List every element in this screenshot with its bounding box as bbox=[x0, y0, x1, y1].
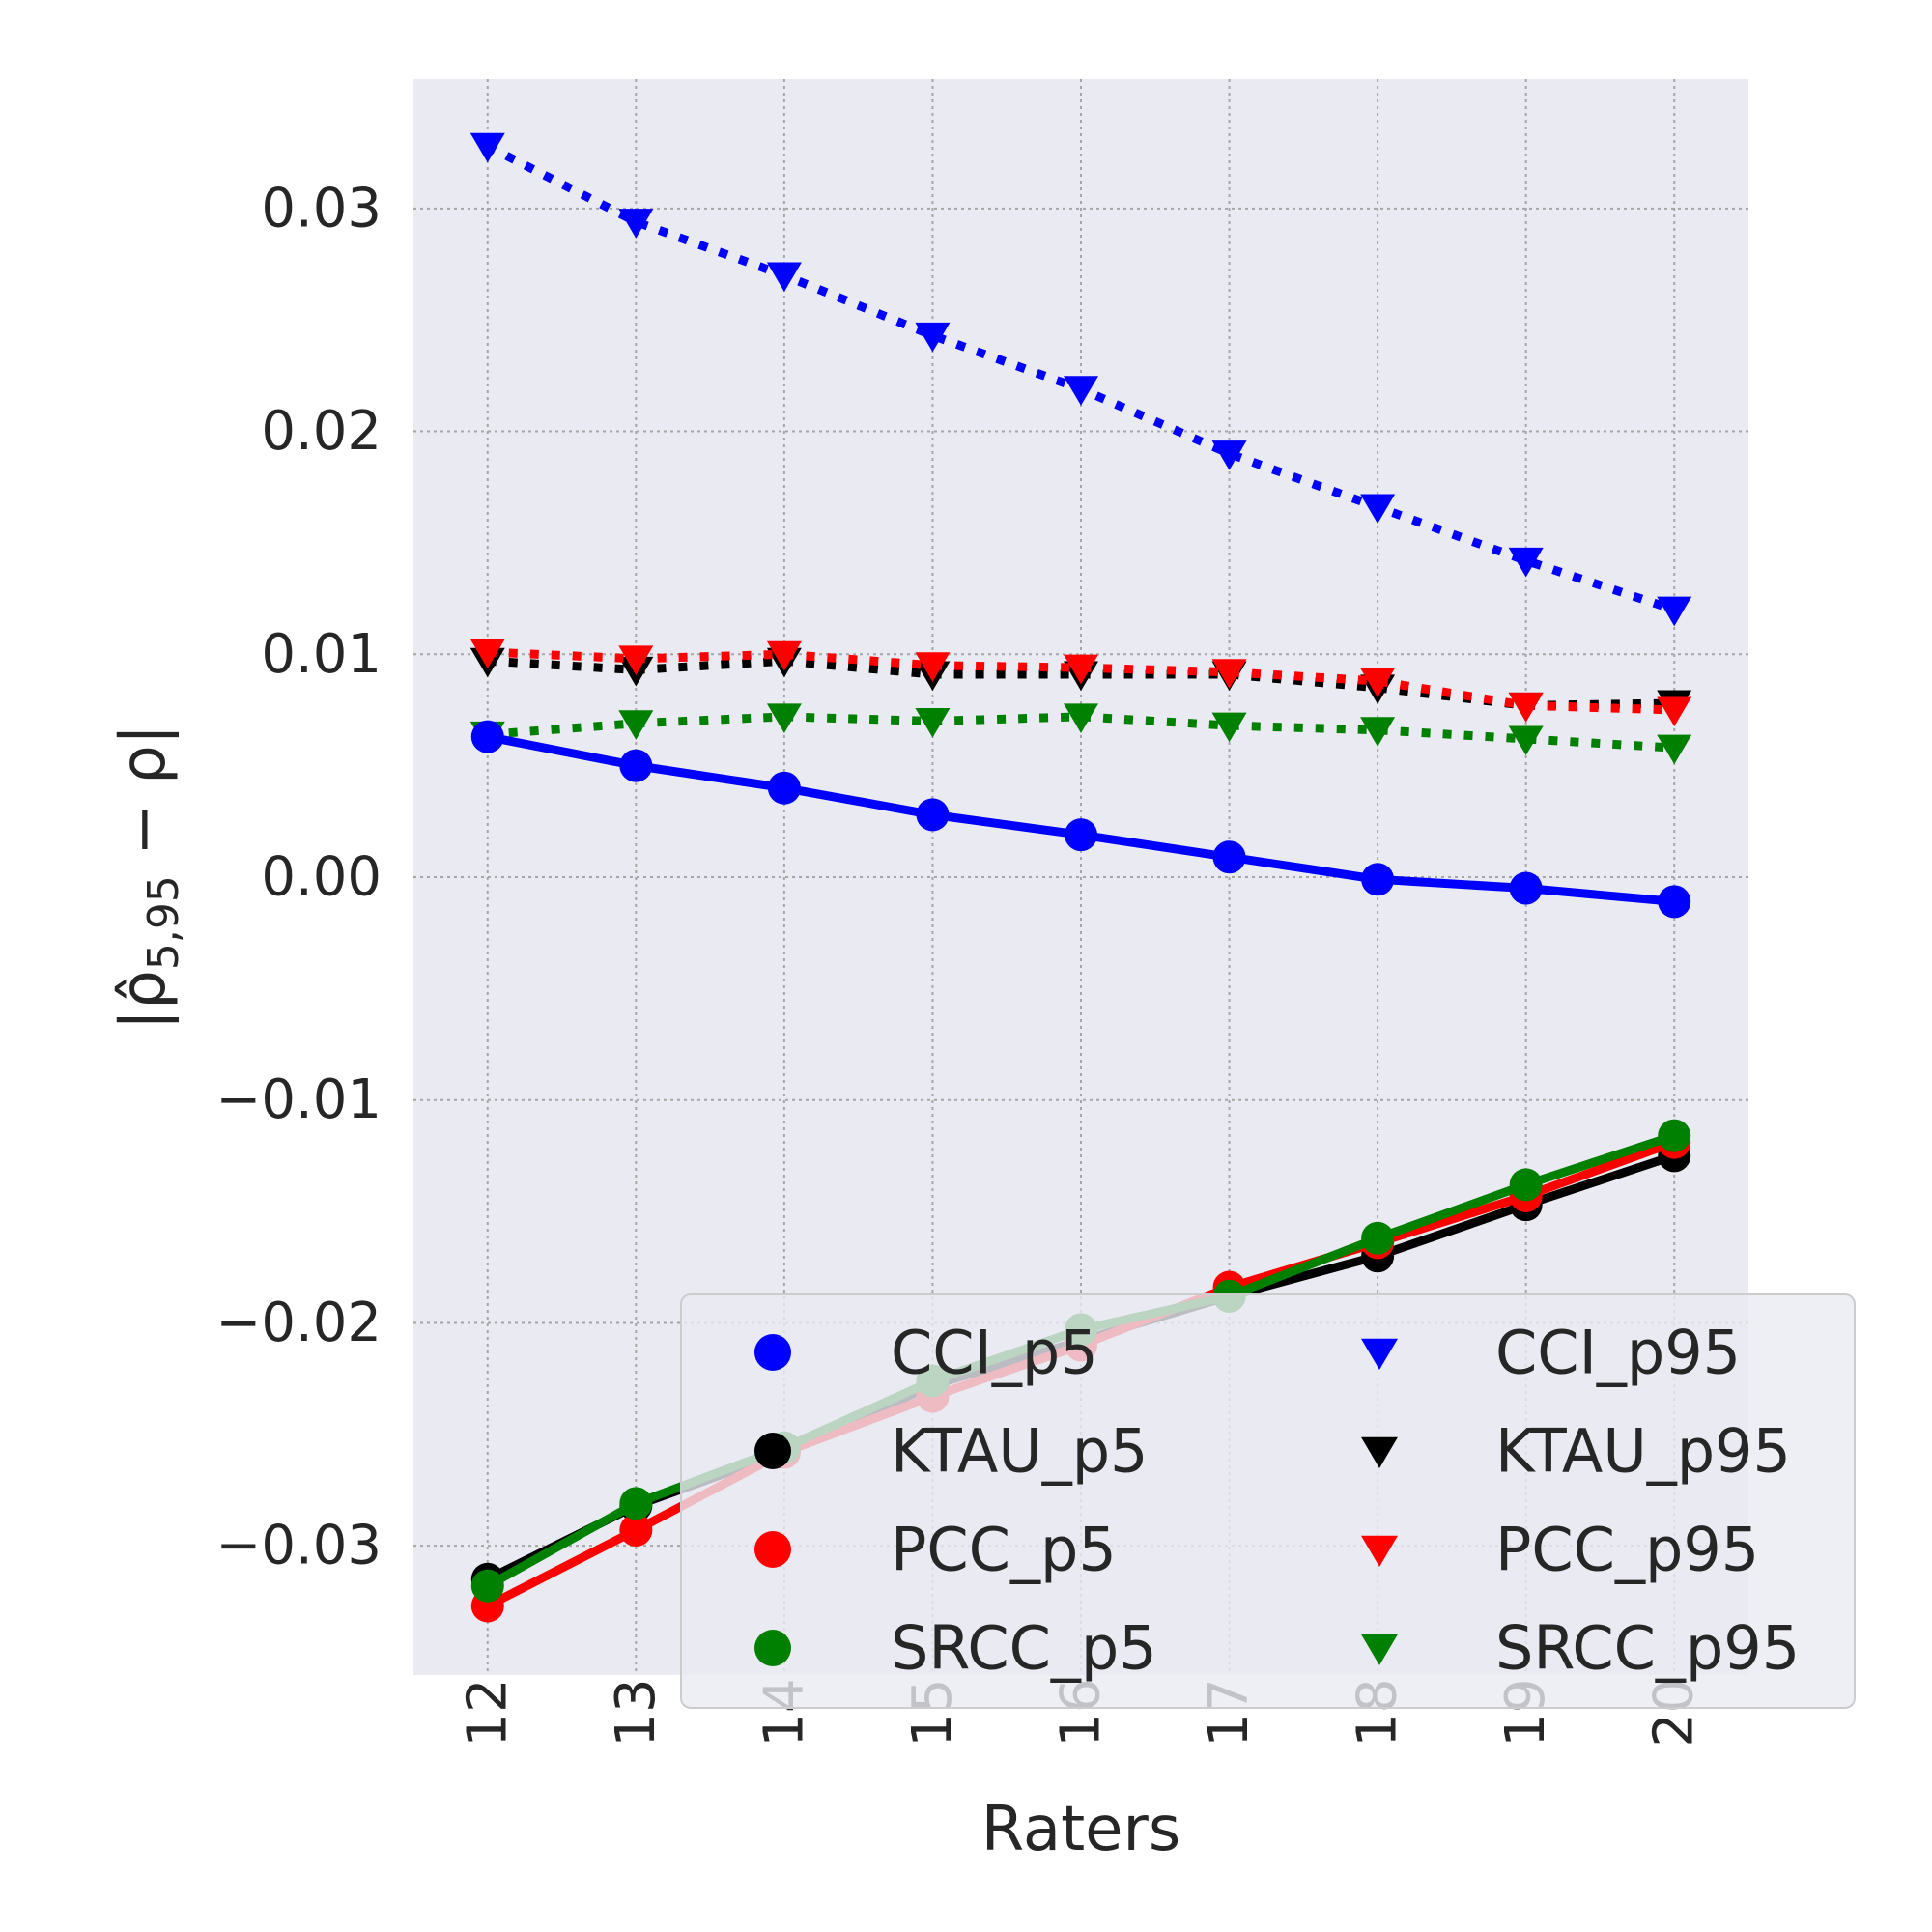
y-tick-label: −0.02 bbox=[215, 1292, 382, 1354]
legend-label: CCI_p5 bbox=[891, 1318, 1098, 1388]
y-tick-label: −0.03 bbox=[215, 1515, 382, 1577]
data-point bbox=[1064, 703, 1098, 733]
data-point bbox=[469, 132, 505, 163]
legend-label: KTAU_p5 bbox=[891, 1416, 1149, 1487]
data-point bbox=[1509, 871, 1543, 905]
legend-label: PCC_p5 bbox=[891, 1515, 1117, 1585]
data-point bbox=[1360, 494, 1396, 525]
legend-label: PCC_p95 bbox=[1495, 1515, 1759, 1585]
y-axis-label: |ρ̂5,95 − ρ| bbox=[108, 724, 188, 1031]
data-point bbox=[1360, 668, 1396, 698]
legend: CCI_p5 CCI_p95 KTAU_p5 KTAU_p95 PCC_p5 PCC_p9… bbox=[680, 1293, 1856, 1709]
series-line bbox=[487, 647, 1675, 715]
y-tick-label: 0.01 bbox=[261, 623, 382, 686]
data-point bbox=[766, 640, 802, 671]
data-point bbox=[1211, 712, 1247, 743]
y-tick-label: −0.01 bbox=[215, 1068, 382, 1131]
data-point bbox=[1064, 376, 1098, 406]
legend-marker bbox=[1361, 1338, 1398, 1371]
data-point bbox=[767, 771, 801, 805]
data-point bbox=[1658, 1119, 1691, 1152]
series-PCC_p95 bbox=[469, 639, 1692, 727]
data-point bbox=[469, 639, 505, 669]
data-point bbox=[1211, 440, 1247, 470]
y-tick-label: 0.03 bbox=[261, 177, 382, 240]
legend-label: SRCC_p95 bbox=[1495, 1613, 1800, 1684]
data-point bbox=[915, 652, 951, 682]
legend-label: CCI_p95 bbox=[1495, 1318, 1741, 1388]
data-point bbox=[766, 262, 802, 293]
data-point bbox=[1064, 654, 1098, 685]
legend-marker bbox=[754, 1433, 791, 1469]
legend-marker bbox=[754, 1531, 791, 1568]
series-CCI_p95 bbox=[469, 132, 1692, 627]
legend-item-SRCC_p5: SRCC_p5 bbox=[754, 1613, 1157, 1684]
y-tick-label: 0.00 bbox=[261, 846, 382, 909]
legend-item-PCC_p95: PCC_p95 bbox=[1361, 1515, 1759, 1585]
data-point bbox=[619, 1514, 653, 1548]
data-point bbox=[619, 1487, 653, 1520]
data-point bbox=[470, 720, 504, 753]
data-point bbox=[618, 209, 654, 239]
data-point bbox=[1508, 547, 1544, 578]
data-point bbox=[1657, 696, 1692, 727]
legend-marker bbox=[1361, 1634, 1398, 1666]
data-point bbox=[915, 322, 951, 353]
legend-marker bbox=[1361, 1535, 1398, 1568]
data-point bbox=[1657, 734, 1692, 765]
legend-label: SRCC_p5 bbox=[891, 1613, 1157, 1684]
data-point bbox=[1508, 725, 1544, 756]
legend-box bbox=[680, 1293, 1856, 1709]
data-point bbox=[1509, 1168, 1543, 1202]
data-point bbox=[1361, 1221, 1395, 1255]
data-point bbox=[618, 710, 654, 740]
legend-item-KTAU_p5: KTAU_p5 bbox=[754, 1416, 1149, 1487]
data-point bbox=[1211, 659, 1247, 689]
legend-marker bbox=[754, 1630, 791, 1666]
series-CCI_p5 bbox=[470, 720, 1691, 919]
legend-item-PCC_p5: PCC_p5 bbox=[754, 1515, 1117, 1585]
data-point bbox=[1361, 863, 1395, 896]
data-point bbox=[1657, 596, 1692, 627]
data-point bbox=[766, 703, 802, 733]
data-point bbox=[1508, 692, 1544, 723]
legend-item-SRCC_p95: SRCC_p95 bbox=[1361, 1613, 1800, 1684]
x-tick-label: 13 bbox=[605, 1678, 668, 1747]
x-axis-label: Raters bbox=[981, 1794, 1180, 1865]
data-point bbox=[618, 645, 654, 675]
svg-text:|ρ̂5,95 − ρ|: |ρ̂5,95 − ρ| bbox=[108, 724, 188, 1031]
data-point bbox=[1658, 885, 1691, 919]
data-point bbox=[1065, 818, 1097, 852]
data-point bbox=[470, 1569, 504, 1603]
data-point bbox=[916, 798, 950, 832]
legend-label: KTAU_p95 bbox=[1495, 1416, 1791, 1487]
data-point bbox=[915, 707, 951, 738]
legend-item-CCI_p5: CCI_p5 bbox=[754, 1318, 1098, 1388]
legend-marker bbox=[1361, 1436, 1398, 1469]
series-line bbox=[487, 712, 1675, 753]
series-line bbox=[487, 656, 1675, 710]
data-point bbox=[1360, 717, 1396, 747]
y-tick-label: 0.02 bbox=[261, 400, 382, 463]
data-point bbox=[619, 749, 653, 782]
x-tick-label: 12 bbox=[456, 1678, 519, 1747]
legend-item-KTAU_p95: KTAU_p95 bbox=[1361, 1416, 1791, 1487]
legend-item-CCI_p95: CCI_p95 bbox=[1361, 1318, 1741, 1388]
legend-marker bbox=[754, 1334, 791, 1371]
data-point bbox=[1212, 840, 1246, 874]
